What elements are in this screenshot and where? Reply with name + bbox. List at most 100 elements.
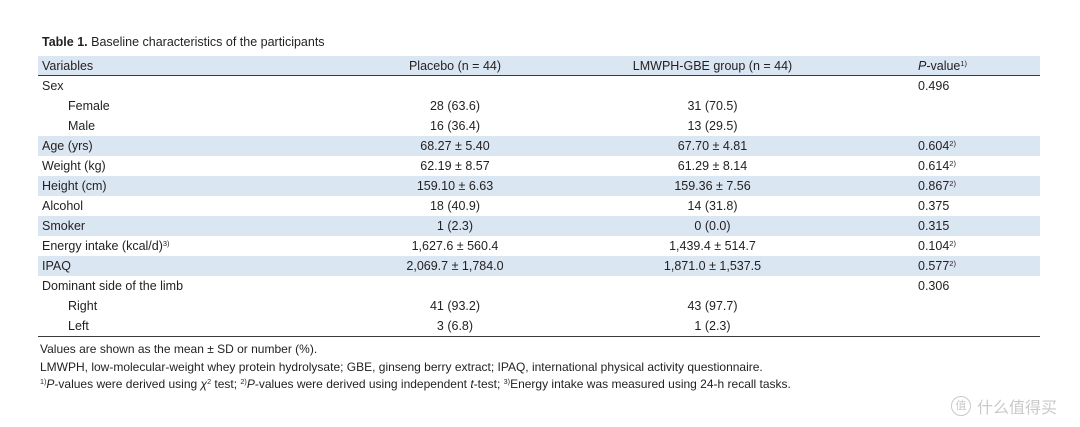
watermark-text: 什么值得买 (977, 400, 1058, 417)
treatment-value: 43 (97.7) (687, 299, 738, 313)
placebo-value: 62.19 ± 8.57 (420, 159, 490, 173)
table-row-energy-intake: Energy intake (kcal/d)3) 1,627.6 ± 560.4… (38, 236, 1040, 256)
placebo-value: 159.10 ± 6.63 (416, 179, 494, 193)
table-footnotes: Values are shown as the mean ± SD or num… (40, 341, 791, 394)
table-caption: Table 1. Baseline characteristics of the… (42, 34, 325, 50)
treatment-value: 1,439.4 ± 514.7 (669, 239, 756, 253)
placebo-value: 16 (36.4) (429, 119, 481, 133)
row-label: Dominant side of the limb (42, 279, 184, 293)
placebo-value: 1,627.6 ± 560.4 (411, 239, 499, 253)
treatment-value: 1,871.0 ± 1,537.5 (663, 259, 762, 273)
row-label: Energy intake (kcal/d) (42, 239, 163, 253)
note-italic-p: P (46, 377, 55, 391)
p-value: 0.306 (918, 279, 950, 293)
treatment-value: 14 (31.8) (687, 199, 738, 213)
p-value-cell: 0.5772) (918, 256, 956, 276)
treatment-value: 67.70 ± 4.81 (677, 139, 748, 153)
placebo-value: 41 (93.2) (429, 299, 481, 313)
p-value-cell: 0.8672) (918, 176, 956, 196)
table-row-smoker: Smoker 1 (2.3) 0 (0.0) 0.315 (38, 216, 1040, 236)
footnote-marker: 2) (949, 178, 956, 188)
row-label-cell: Energy intake (kcal/d)3) (42, 236, 170, 256)
table-row-age: Age (yrs) 68.27 ± 5.40 67.70 ± 4.81 0.60… (38, 136, 1040, 156)
table-row-weight: Weight (kg) 62.19 ± 8.57 61.29 ± 8.14 0.… (38, 156, 1040, 176)
placebo-value: 1 (2.3) (436, 219, 474, 233)
note-text: Energy intake was measured using 24-h re… (510, 377, 791, 391)
note-chi-exponent: 2 (207, 377, 212, 387)
table-row-right: Right 41 (93.2) 43 (97.7) (38, 296, 1040, 316)
table-row-dominant-side: Dominant side of the limb 0.306 (38, 276, 1040, 296)
footnote-abbreviations: LMWPH, low-molecular-weight whey protein… (40, 359, 763, 374)
p-value-cell: 0.6042) (918, 136, 956, 156)
row-label: Alcohol (42, 199, 83, 213)
placebo-value: 28 (63.6) (429, 99, 481, 113)
note-chi: χ (200, 377, 208, 391)
row-label: Age (yrs) (42, 139, 93, 153)
table-row-sex: Sex 0.496 (38, 76, 1040, 96)
table-row-height: Height (cm) 159.10 ± 6.63 159.36 ± 7.56 … (38, 176, 1040, 196)
row-label: Right (68, 299, 98, 313)
row-label: Female (68, 99, 110, 113)
header-p-italic: P (918, 59, 927, 73)
header-placebo: Placebo (n = 44) (408, 59, 502, 73)
row-label: Smoker (42, 219, 86, 233)
footnote-marker: 3) (162, 238, 170, 248)
note-italic-t: t (470, 377, 474, 391)
table-header-row: Variables Placebo (n = 44) LMWPH-GBE gro… (38, 56, 1040, 76)
treatment-value: 13 (29.5) (687, 119, 738, 133)
p-value: 0.375 (918, 199, 950, 213)
watermark-logo-icon: 值 (951, 396, 971, 416)
treatment-value: 0 (0.0) (694, 219, 731, 233)
footnote-values: Values are shown as the mean ± SD or num… (40, 342, 318, 356)
table-number: Table 1. (42, 35, 88, 49)
p-value: 0.104 (918, 239, 950, 253)
note-text: -values were derived using (54, 377, 201, 391)
note-text: test; (211, 377, 241, 391)
footnote-marker: 2) (949, 238, 956, 248)
header-treatment: LMWPH-GBE group (n = 44) (632, 59, 793, 73)
p-value: 0.604 (918, 139, 950, 153)
placebo-value: 2,069.7 ± 1,784.0 (406, 259, 504, 273)
note-text: -test; (473, 377, 504, 391)
p-value: 0.496 (918, 79, 950, 93)
row-label: Male (68, 119, 96, 133)
treatment-value: 1 (2.3) (694, 319, 731, 333)
table-row-left: Left 3 (6.8) 1 (2.3) (38, 316, 1040, 336)
footnote-marker: 3) (503, 377, 511, 387)
p-value-cell: 0.1042) (918, 236, 956, 256)
placebo-value: 18 (40.9) (429, 199, 481, 213)
treatment-value: 61.29 ± 8.14 (677, 159, 748, 173)
p-value-cell: 0.6142) (918, 156, 956, 176)
table-row-ipaq: IPAQ 2,069.7 ± 1,784.0 1,871.0 ± 1,537.5… (38, 256, 1040, 276)
p-value: 0.577 (918, 259, 950, 273)
placebo-value: 68.27 ± 5.40 (420, 139, 490, 153)
treatment-value: 31 (70.5) (687, 99, 738, 113)
p-value: 0.614 (918, 159, 950, 173)
footnote-marker: 2) (240, 377, 247, 387)
row-label: Sex (42, 79, 64, 93)
p-value: 0.867 (918, 179, 950, 193)
table-row-alcohol: Alcohol 18 (40.9) 14 (31.8) 0.375 (38, 196, 1040, 216)
footnote-marker: 2) (949, 158, 956, 168)
treatment-value: 159.36 ± 7.56 (674, 179, 751, 193)
footnote-marker: 1) (40, 377, 47, 387)
note-text: -values were derived using independent (254, 377, 471, 391)
row-label: Left (68, 319, 89, 333)
header-p-text: -value (926, 59, 961, 73)
p-value: 0.315 (918, 219, 950, 233)
row-label: IPAQ (42, 259, 71, 273)
row-label: Height (cm) (42, 179, 107, 193)
note-italic-p: P (246, 377, 255, 391)
placebo-value: 3 (6.8) (436, 319, 474, 333)
row-label: Weight (kg) (42, 159, 106, 173)
footnote-marker: 1) (960, 58, 968, 68)
footnote-marker: 2) (949, 138, 956, 148)
header-p-value: P-value1) (918, 56, 967, 76)
table-title: Baseline characteristics of the particip… (91, 35, 325, 49)
baseline-table: Variables Placebo (n = 44) LMWPH-GBE gro… (38, 56, 1040, 337)
table-row-female: Female 28 (63.6) 31 (70.5) (38, 96, 1040, 116)
header-variables: Variables (42, 59, 94, 73)
watermark: 值什么值得买 (951, 394, 1058, 417)
table-row-male: Male 16 (36.4) 13 (29.5) (38, 116, 1040, 136)
footnote-marker: 2) (949, 258, 956, 268)
